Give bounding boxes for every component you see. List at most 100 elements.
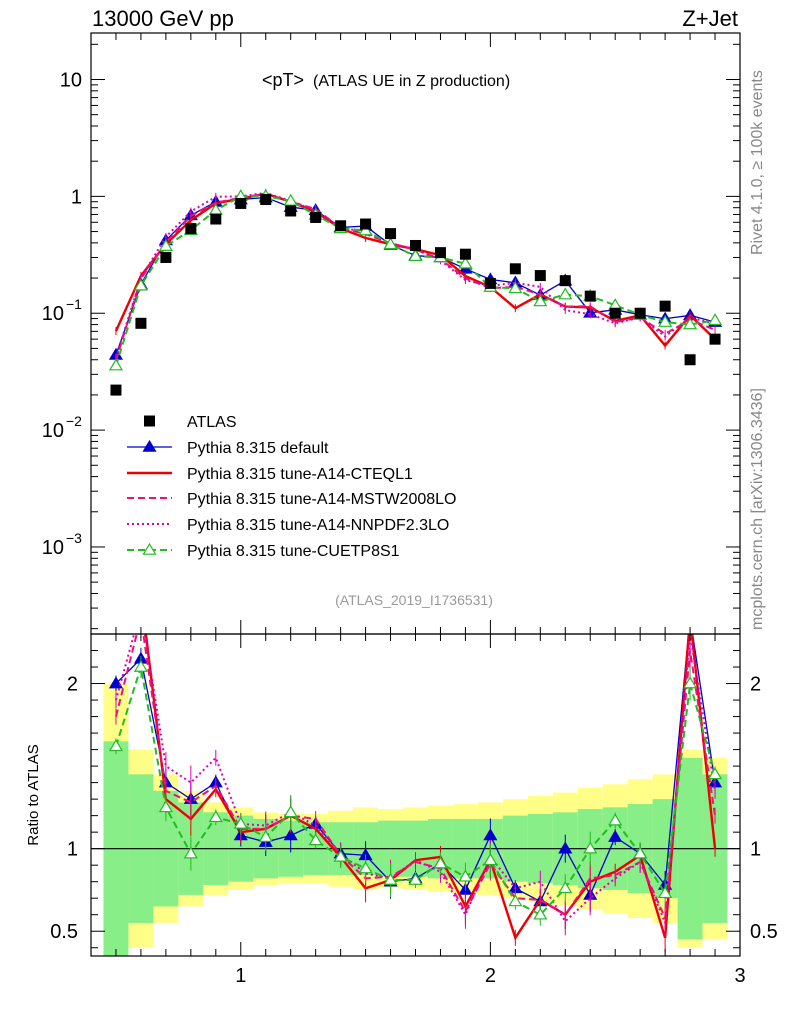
y-tick-label: 10	[60, 70, 82, 92]
marker-main-4	[458, 256, 473, 269]
atlas-point	[609, 307, 621, 319]
marker-ratio-4	[707, 767, 723, 780]
marker-ratio-4	[583, 841, 598, 854]
atlas-point	[310, 211, 322, 223]
marker-ratio-4	[483, 853, 498, 866]
rivet-label: Rivet 4.1.0, ≥ 100k events	[749, 70, 766, 255]
atlas-point	[385, 228, 397, 240]
y-tick-label: 1	[71, 186, 82, 208]
marker-ratio-4	[408, 872, 423, 885]
legend-label-4: Pythia 8.315 tune-CUETP8S1	[187, 543, 400, 560]
ratio-tick-label: 2	[67, 674, 78, 696]
atlas-point	[584, 290, 596, 302]
marker-ratio-4	[533, 907, 548, 920]
marker-ratio-4	[558, 881, 573, 894]
atlas-point	[634, 307, 646, 319]
marker-main-4	[408, 248, 423, 261]
marker-ratio-4	[683, 676, 698, 689]
atlas-point	[709, 333, 721, 345]
chart-title: <pT> (ATLAS UE in Z production)	[262, 70, 510, 90]
legend-label-3: Pythia 8.315 tune-A14-NNPDF2.3LO	[187, 517, 449, 534]
marker-main-4	[358, 223, 373, 236]
marker-ratio-4	[233, 816, 248, 829]
atlas-point	[559, 275, 571, 287]
marker-main-4	[683, 317, 698, 330]
marker-ratio-0	[684, 611, 696, 621]
marker-ratio-4	[333, 849, 348, 862]
marker-ratio-4	[658, 886, 673, 899]
legend-label-0: Pythia 8.315 default	[187, 440, 329, 457]
marker-ratio-4	[183, 846, 198, 859]
atlas-point	[210, 213, 222, 225]
legend: ATLAS Pythia 8.315 default Pythia 8.315 tu…	[127, 414, 456, 560]
atlas-point	[360, 218, 372, 230]
marker-ratio-4	[458, 869, 473, 882]
marker-ratio-4	[433, 856, 448, 869]
marker-ratio-4	[283, 805, 298, 818]
marker-main-4	[158, 238, 173, 251]
y-tick-exponent: −2	[66, 413, 82, 429]
marker-ratio-4	[133, 659, 148, 672]
legend-marker-atlas	[144, 415, 155, 427]
y-tick-exponent: −3	[66, 530, 82, 546]
marker-main-4	[283, 193, 298, 206]
marker-ratio-4	[208, 810, 223, 823]
marker-main-4	[133, 278, 148, 291]
y-tick-label: 10	[42, 420, 64, 442]
atlas-point	[135, 317, 147, 329]
x-tick-label: 1	[235, 965, 246, 987]
atlas-point	[185, 223, 197, 235]
atlas-point	[335, 220, 347, 232]
ratio-tick-label-right: 1	[750, 839, 761, 861]
ratio-tick-label-right: 0.5	[750, 921, 778, 943]
ratio-tick-label: 1	[67, 839, 78, 861]
atlas-point	[235, 197, 247, 209]
marker-main-4	[707, 313, 723, 326]
legend-label-2: Pythia 8.315 tune-A14-MSTW2008LO	[187, 491, 456, 508]
marker-main-4	[508, 281, 523, 294]
marker-ratio-4	[358, 861, 373, 874]
marker-ratio-0	[608, 829, 623, 842]
atlas-point	[434, 247, 446, 259]
marker-ratio-4	[608, 813, 623, 826]
marker-main-4	[383, 237, 398, 250]
legend-marker-4	[142, 542, 157, 555]
marker-ratio-4	[508, 894, 523, 907]
marker-ratio-0	[283, 828, 298, 841]
marker-ratio-4	[108, 739, 124, 752]
series-line-main-4	[115, 195, 716, 366]
legend-marker-0	[142, 439, 157, 452]
marker-ratio-4	[308, 833, 323, 846]
atlas-point	[534, 270, 546, 282]
marker-main-4	[658, 314, 673, 327]
legend-label-atlas: ATLAS	[187, 414, 237, 431]
ratio-tick-label: 0.5	[50, 921, 78, 943]
atlas-point	[285, 205, 297, 217]
analysis-tag: (ATLAS_2019_I1736531)	[335, 592, 493, 608]
marker-ratio-0	[483, 828, 498, 841]
atlas-point	[410, 239, 421, 251]
series-line-main-1	[114, 192, 716, 348]
atlas-point	[659, 300, 671, 312]
x-tick-label: 3	[734, 965, 745, 987]
atlas-point	[110, 384, 122, 396]
marker-ratio-4	[383, 872, 398, 885]
marker-ratio-4	[158, 800, 173, 813]
marker-ratio-4	[258, 829, 273, 842]
atlas-point	[260, 194, 272, 206]
marker-main-4	[558, 287, 573, 300]
marker-ratio-0	[108, 676, 124, 689]
ratio-ylabel: Ratio to ATLAS	[25, 744, 42, 845]
atlas-point	[509, 263, 521, 275]
marker-ratio-0	[558, 841, 573, 854]
atlas-point	[160, 251, 172, 263]
atlas-point	[684, 354, 696, 366]
y-tick-exponent: −1	[66, 296, 82, 312]
series-line-main-0	[115, 196, 716, 356]
mcplots-label: mcplots.cern.ch [arXiv:1306.3436]	[749, 388, 766, 630]
atlas-point	[484, 277, 496, 289]
energy-label: 13000 GeV pp	[92, 6, 234, 31]
marker-main-4	[108, 358, 124, 371]
legend-label-1: Pythia 8.315 tune-A14-CTEQL1	[187, 466, 413, 483]
